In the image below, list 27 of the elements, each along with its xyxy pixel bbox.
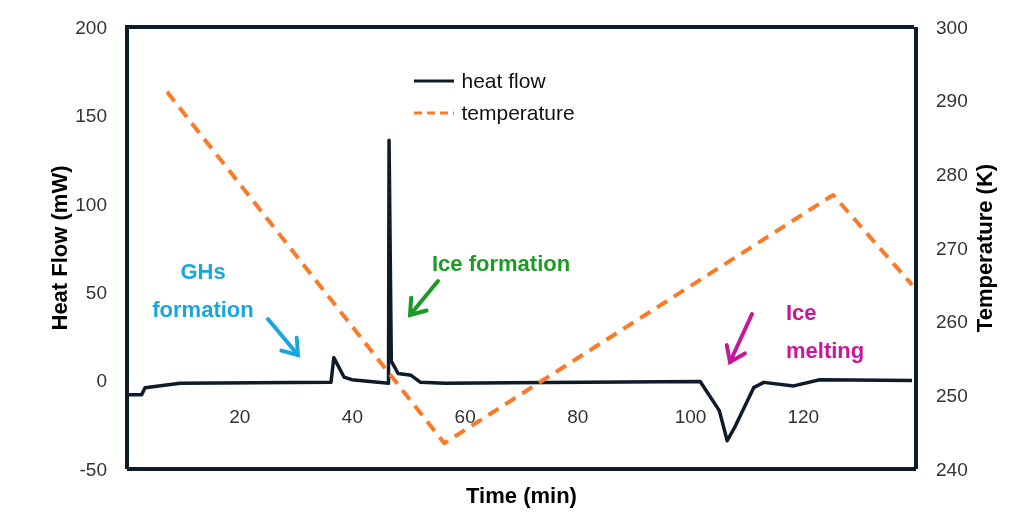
y2-tick-label: 280 xyxy=(936,164,968,186)
x-tick-label: 120 xyxy=(787,405,820,427)
y2-axis-title: Temperature (K) xyxy=(971,163,997,333)
y2-tick-label: 250 xyxy=(936,385,968,407)
y-tick-label: 50 xyxy=(85,281,107,303)
legend-label: temperature xyxy=(461,101,575,125)
y2-tick-label: 270 xyxy=(936,237,968,259)
annotation: GHs formation xyxy=(151,258,255,324)
y-tick-label: 100 xyxy=(75,193,107,215)
x-tick-label: 80 xyxy=(567,405,589,427)
annotation: Ice formation xyxy=(432,250,572,278)
x-axis-title: Time (min) xyxy=(466,483,577,508)
y-tick-label: 200 xyxy=(75,16,107,38)
y2-tick-label: 290 xyxy=(936,90,968,112)
y2-tick-label: 300 xyxy=(936,16,968,38)
y-tick-label: 150 xyxy=(75,105,107,127)
y-tick-label: 0 xyxy=(96,370,107,392)
x-tick-label: 100 xyxy=(674,405,707,427)
y-axis-title: Heat Flow (mW) xyxy=(46,165,72,331)
annotation: Ice melting xyxy=(786,299,866,365)
y2-tick-label: 240 xyxy=(936,458,968,480)
legend-label: heat flow xyxy=(461,69,546,93)
y-tick-label: -50 xyxy=(79,458,107,480)
x-tick-label: 40 xyxy=(341,405,363,427)
y2-tick-label: 260 xyxy=(936,311,968,333)
x-tick-label: 20 xyxy=(229,405,251,427)
x-tick-label: 60 xyxy=(454,405,476,427)
